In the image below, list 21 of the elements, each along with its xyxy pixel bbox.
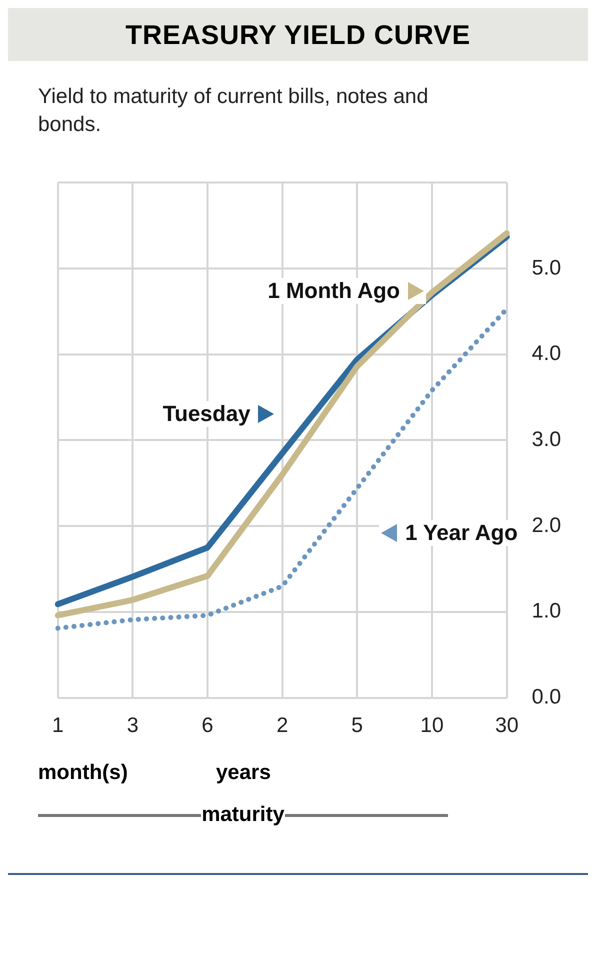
x-tick-label: 10: [420, 714, 444, 738]
y-tick-label: 4.0: [532, 342, 562, 366]
x-tick-label: 3: [126, 714, 139, 738]
text: years: [216, 761, 271, 785]
y-tick-label: 5.0: [532, 256, 562, 280]
x-tick-label: 6: [202, 714, 214, 738]
y-tick-label: 0.0: [532, 686, 562, 709]
x-tick-label: 30: [495, 714, 518, 738]
chart-subtitle: Yield to maturity of current bills, notes and bonds.: [37, 84, 430, 138]
text: month(s): [38, 761, 128, 785]
y-tick-label: 2.0: [532, 514, 562, 537]
x-tick-label: 1: [52, 714, 64, 738]
x-axis-title: maturity: [200, 803, 286, 827]
legend-label: 1 Month Ago: [268, 278, 400, 304]
y-tick-label: 3.0: [532, 428, 562, 451]
legend-label: Tuesday: [162, 401, 250, 428]
y-tick-label: 1.0: [532, 600, 562, 623]
text: 1 Year Ago: [405, 520, 518, 546]
x-tick-label: 2: [276, 714, 288, 738]
chart-title: TREASURY YIELD CURVE: [8, 8, 588, 61]
x-tick-label: 5: [351, 714, 363, 738]
